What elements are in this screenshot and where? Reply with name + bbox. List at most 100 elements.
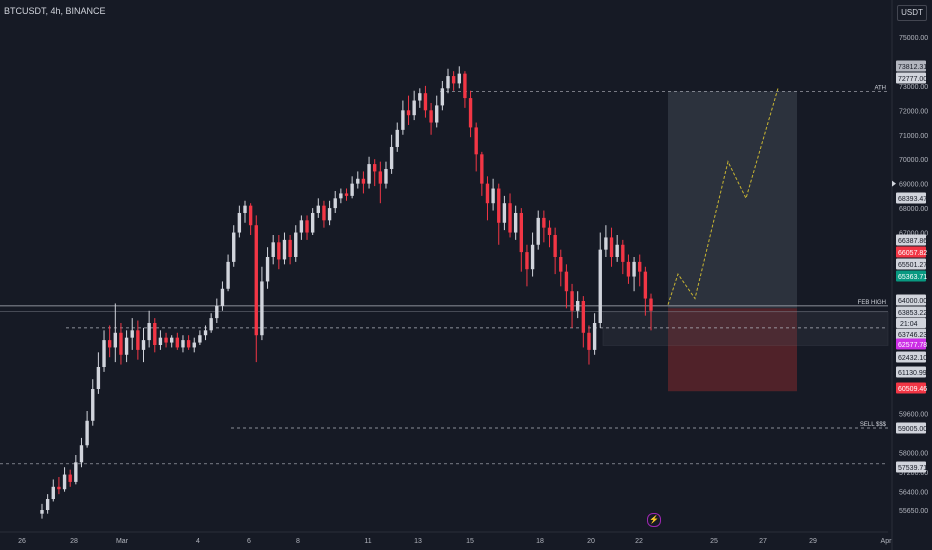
candle <box>51 479 55 502</box>
candle-body <box>198 335 202 343</box>
x-tick-label: 27 <box>759 538 767 545</box>
currency-selector[interactable]: USDT <box>897 5 927 21</box>
candle-body <box>378 171 383 184</box>
candle <box>378 161 383 204</box>
candle-body <box>294 232 298 257</box>
candle-body <box>497 188 501 223</box>
candle <box>497 183 501 245</box>
candle-body <box>361 178 366 184</box>
candle-body <box>124 337 129 355</box>
price-label-box <box>896 382 926 394</box>
candle-body <box>209 318 213 331</box>
candle-body <box>525 252 529 270</box>
x-tick-label: 28 <box>70 538 78 545</box>
candle <box>508 193 512 238</box>
candle-body <box>147 322 151 341</box>
price-label: 64000.00 <box>898 298 927 305</box>
candle-body <box>638 261 642 272</box>
candle-body <box>232 232 236 262</box>
candle-body <box>226 261 230 289</box>
price-label-box <box>896 270 926 282</box>
candle <box>519 208 523 272</box>
candle-body <box>463 73 467 99</box>
y-tick-label: 58000.00 <box>899 451 928 458</box>
y-tick-label: 71000.00 <box>899 133 928 140</box>
price-label: 61130.99 <box>898 370 927 377</box>
price-label-box <box>896 328 926 340</box>
candle-body <box>406 110 411 116</box>
candle <box>164 332 168 348</box>
y-tick-label: 69000.00 <box>899 182 928 189</box>
candle-body <box>282 239 287 260</box>
candle-body <box>57 486 61 490</box>
price-label-box <box>896 351 926 363</box>
candle-body <box>237 212 242 233</box>
candle-body <box>322 205 326 221</box>
x-tick-label: Apr <box>881 538 893 545</box>
candle-body <box>542 217 546 228</box>
candle-body <box>51 486 55 500</box>
candle-body <box>248 205 253 226</box>
candle <box>406 95 411 125</box>
candle-body <box>243 205 247 213</box>
candle <box>327 200 332 226</box>
candle <box>457 66 461 89</box>
y-tick-label: 55650.00 <box>899 508 928 515</box>
candle-body <box>536 217 540 245</box>
candle <box>107 325 112 358</box>
candle <box>570 283 574 328</box>
candle <box>147 310 151 348</box>
price-label-box <box>896 422 926 434</box>
candle <box>141 327 146 363</box>
price-label: 73812.31 <box>898 64 927 71</box>
candle-body <box>260 281 264 336</box>
candle-body <box>175 337 180 348</box>
candle <box>350 176 354 199</box>
price-label: 65501.27 <box>898 262 927 269</box>
candle-body <box>186 340 191 348</box>
price-label-box <box>896 234 926 246</box>
candle <box>401 100 405 135</box>
candle-body <box>519 212 523 253</box>
candle <box>491 178 495 211</box>
x-tick-label: 18 <box>536 538 544 545</box>
forecast-path <box>667 88 779 305</box>
candle <box>621 239 625 275</box>
x-tick-label: Mar <box>116 538 129 545</box>
price-label-box <box>896 366 926 378</box>
candle-body <box>429 110 433 123</box>
x-tick-label: 25 <box>710 538 718 545</box>
candle <box>220 281 225 311</box>
candle-body <box>592 322 597 350</box>
y-tick-label: 59600.00 <box>899 411 928 418</box>
candle-body <box>491 188 495 204</box>
price-label: 63853.22 <box>898 310 927 317</box>
candle-body <box>530 244 535 270</box>
candle <box>626 254 631 284</box>
candle-body <box>158 337 163 346</box>
candle <box>299 215 304 240</box>
candle <box>480 151 484 196</box>
candle <box>215 298 219 323</box>
candle-body <box>559 256 563 272</box>
candle-body <box>113 332 117 348</box>
candle <box>581 296 586 348</box>
candle-body <box>102 340 106 368</box>
y-tick-label: 73000.00 <box>899 84 928 91</box>
candle <box>553 227 557 275</box>
candle <box>423 85 428 118</box>
candle-body <box>96 367 101 390</box>
level-label: SELL $$$ <box>860 422 887 428</box>
lightning-icon[interactable]: ⚡ <box>647 513 661 527</box>
candle-body <box>344 193 349 196</box>
candle-body <box>373 164 377 172</box>
candle <box>564 264 569 309</box>
candle <box>643 266 648 316</box>
x-tick-label: 4 <box>196 538 200 545</box>
candle-body <box>553 234 557 257</box>
candle <box>316 198 320 218</box>
candle <box>513 205 518 240</box>
candle <box>542 210 546 243</box>
candle <box>119 322 123 365</box>
